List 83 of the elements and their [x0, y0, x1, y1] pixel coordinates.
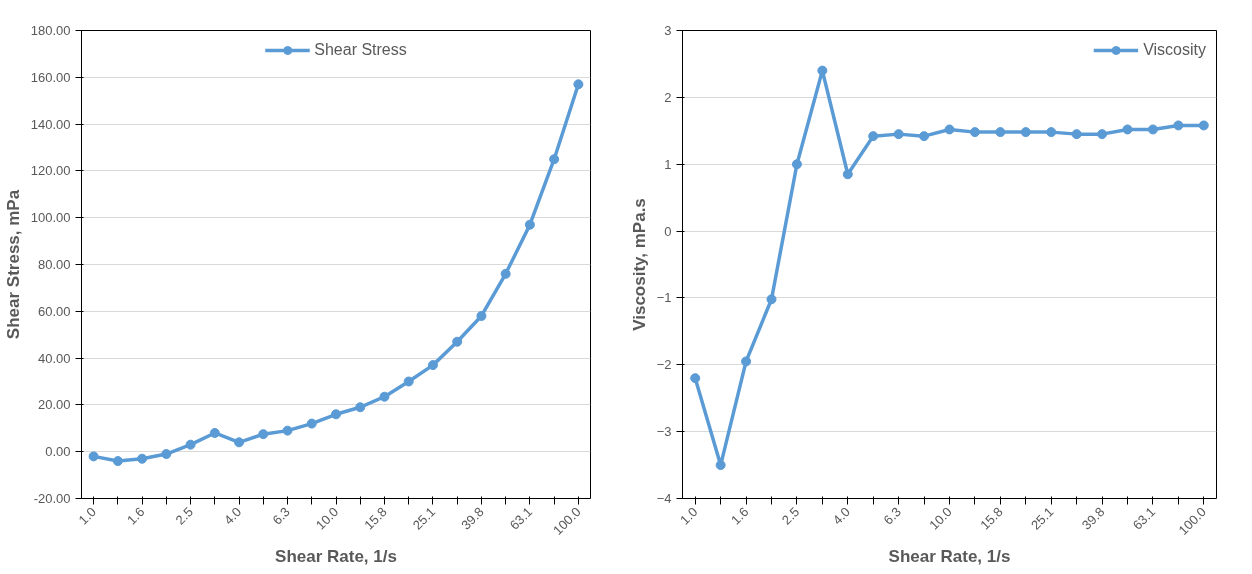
- point: [209, 427, 220, 438]
- y-tick-label: −2: [656, 357, 672, 373]
- y-tick-label: 180.00: [30, 23, 71, 38]
- y-tick-label: -20.00: [33, 491, 71, 506]
- point: [355, 402, 366, 413]
- point: [893, 129, 904, 140]
- point: [112, 456, 123, 467]
- x-tick-label: 4.0: [220, 504, 245, 528]
- y-tick-label: 60.00: [37, 303, 71, 319]
- y-tick-label: 160.00: [30, 69, 71, 85]
- y-tick-label: 40.00: [37, 350, 71, 366]
- y-tick-label: 20.00: [37, 397, 71, 413]
- point: [88, 451, 99, 462]
- point: [234, 437, 245, 448]
- point: [549, 154, 560, 165]
- y-tick-label: −3: [656, 424, 672, 440]
- point: [427, 360, 438, 371]
- point: [258, 429, 269, 440]
- point: [715, 460, 726, 471]
- point: [1046, 127, 1057, 138]
- x-tick-label: 1.6: [124, 504, 148, 528]
- point: [1122, 124, 1133, 135]
- point: [969, 127, 980, 138]
- point: [1147, 124, 1158, 135]
- point: [185, 439, 196, 450]
- point: [1071, 129, 1082, 140]
- point: [1097, 129, 1108, 140]
- point: [1020, 127, 1031, 138]
- point: [766, 294, 777, 305]
- y-tick-label: 3: [664, 23, 672, 38]
- point: [282, 425, 293, 436]
- x-tick-label: 1.0: [75, 504, 99, 528]
- point: [944, 124, 955, 135]
- point: [919, 131, 930, 142]
- x-tick-label: 25.1: [409, 504, 439, 533]
- legend-label: Shear Stress: [314, 41, 407, 59]
- x-tick-label: 10.0: [312, 504, 342, 533]
- point: [690, 373, 701, 384]
- y-axis-title: Shear Stress, mPa: [3, 189, 23, 340]
- y-tick-label: 1: [664, 156, 672, 172]
- point: [741, 356, 752, 367]
- x-tick-label: 1.0: [677, 504, 701, 528]
- point: [500, 268, 511, 279]
- point: [379, 391, 390, 402]
- x-axis-title: Shear Rate, 1/s: [888, 546, 1011, 566]
- point: [161, 449, 172, 460]
- point: [476, 310, 487, 321]
- x-tick-label: 4.0: [829, 504, 854, 528]
- point: [306, 418, 317, 429]
- x-tick-label: 10.0: [926, 504, 955, 533]
- point: [573, 79, 584, 90]
- point: [995, 127, 1006, 138]
- x-tick-label: 63.1: [1129, 504, 1159, 533]
- y-tick-label: 0.00: [45, 444, 71, 460]
- point: [817, 65, 828, 76]
- x-tick-label: 63.1: [506, 504, 536, 533]
- x-tick-label: 6.3: [269, 504, 293, 528]
- y-tick-label: 80.00: [37, 257, 71, 272]
- point: [452, 336, 463, 347]
- y-tick-label: 2: [664, 89, 672, 105]
- y-axis-title: Viscosity, mPa.s: [629, 198, 649, 331]
- y-tick-label: 140.00: [30, 116, 71, 132]
- x-tick-label: 2.5: [172, 504, 196, 528]
- y-tick-label: 100.00: [30, 210, 71, 226]
- point: [524, 219, 535, 230]
- y-tick-label: 0: [664, 223, 672, 239]
- point: [1173, 120, 1184, 131]
- x-tick-label: 25.1: [1028, 504, 1057, 533]
- y-tick-label: 120.00: [30, 163, 71, 179]
- y-tick-label: −1: [656, 290, 672, 306]
- y-tick-label: −4: [656, 491, 672, 506]
- point: [1198, 120, 1209, 131]
- point: [791, 159, 802, 170]
- x-axis-title: Shear Rate, 1/s: [275, 546, 397, 566]
- point: [331, 409, 341, 420]
- point: [137, 453, 148, 464]
- point: [403, 376, 414, 387]
- x-tick-label: 6.3: [880, 504, 904, 528]
- legend-label: Viscosity: [1143, 41, 1206, 59]
- x-tick-label: 2.5: [778, 504, 803, 528]
- point: [868, 131, 879, 142]
- x-tick-label: 1.6: [727, 504, 752, 528]
- point: [842, 169, 853, 180]
